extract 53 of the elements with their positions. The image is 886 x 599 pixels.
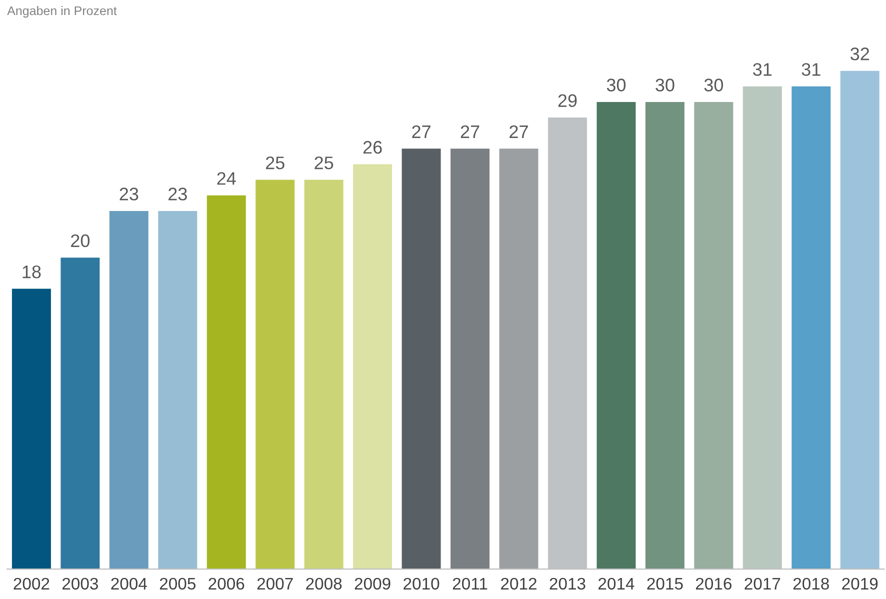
- data-label: 30: [704, 78, 724, 92]
- x-tick-label: 2009: [354, 578, 390, 590]
- x-tick-label: 2006: [208, 578, 244, 590]
- bar: [109, 210, 148, 570]
- x-tick-label: 2019: [842, 578, 878, 590]
- data-label: 18: [22, 265, 41, 278]
- x-tick-label: 2014: [598, 578, 634, 590]
- bar: [402, 148, 441, 570]
- data-label: 27: [510, 125, 528, 138]
- bar: [353, 164, 392, 570]
- data-label: 25: [314, 156, 334, 170]
- bar: [450, 148, 490, 570]
- bar: [840, 70, 880, 570]
- x-tick-label: 2002: [14, 578, 50, 590]
- bar: [256, 180, 295, 570]
- data-label: 30: [656, 78, 674, 92]
- bar: [158, 210, 198, 570]
- x-tick-label: 2003: [62, 578, 98, 590]
- data-label: 31: [802, 63, 820, 76]
- data-label: 27: [460, 125, 480, 138]
- bar: [792, 86, 831, 570]
- data-label: 26: [363, 140, 382, 154]
- x-tick-label: 2017: [744, 578, 780, 590]
- data-label: 27: [412, 125, 430, 138]
- data-label: 25: [266, 156, 284, 170]
- x-tick-label: 2007: [257, 578, 293, 590]
- x-tick-label: 2008: [306, 578, 342, 590]
- data-label: 32: [850, 48, 869, 60]
- bar: [499, 148, 538, 570]
- bar: [60, 258, 100, 570]
- x-tick-label: 2015: [647, 578, 683, 590]
- bar: [645, 102, 684, 570]
- x-tick-label: 2004: [111, 578, 147, 590]
- x-tick-label: 2011: [452, 578, 488, 590]
- data-label: 20: [71, 234, 90, 248]
- bar: [596, 102, 636, 570]
- x-tick-label: 2018: [793, 578, 829, 590]
- x-tick-label: 2012: [501, 578, 536, 590]
- x-tick-label: 2013: [550, 578, 586, 590]
- bar: [206, 195, 246, 570]
- bar: [694, 102, 734, 570]
- x-tick-label: 2010: [404, 578, 440, 590]
- data-label: 23: [168, 188, 187, 200]
- x-tick-label: 2016: [696, 578, 732, 590]
- chart-subtitle: Angaben in Prozent: [7, 6, 117, 18]
- data-label: 24: [217, 172, 236, 185]
- bar: [12, 288, 51, 570]
- data-label: 23: [120, 188, 138, 200]
- data-label: 30: [606, 78, 626, 92]
- bar: [304, 180, 344, 570]
- x-tick-label: 2005: [160, 578, 196, 590]
- data-label: 31: [753, 63, 772, 76]
- data-label: 29: [558, 94, 577, 108]
